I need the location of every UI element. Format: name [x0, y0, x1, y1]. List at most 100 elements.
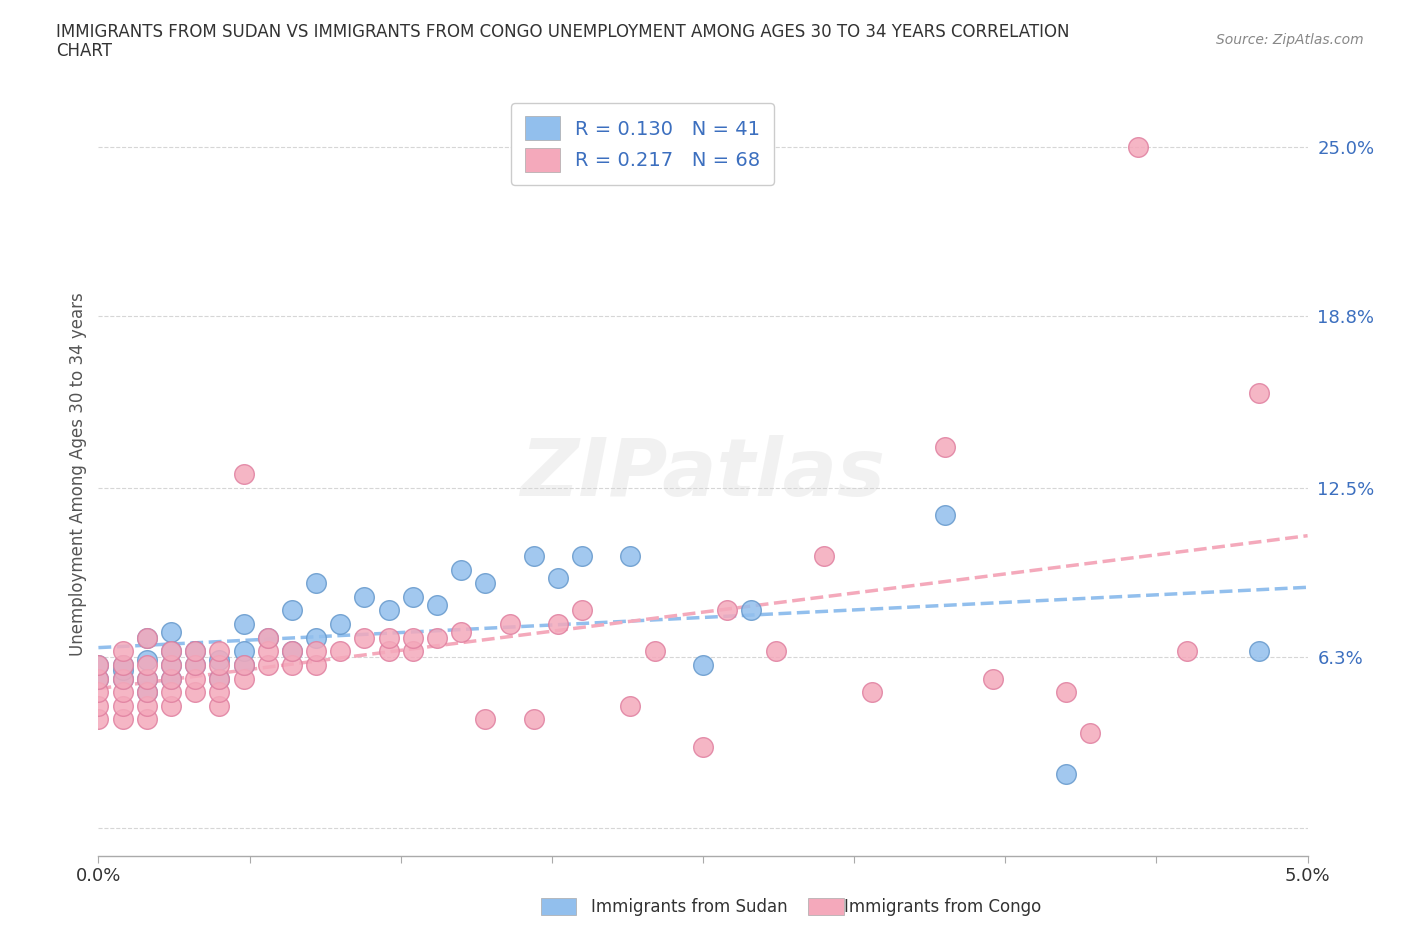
Point — [1249, 385, 1271, 400]
Point — [474, 712, 496, 727]
Point — [135, 671, 157, 686]
Point — [281, 644, 304, 658]
Point — [402, 631, 425, 645]
Point — [305, 658, 328, 672]
Point — [740, 603, 762, 618]
Point — [1128, 140, 1150, 155]
Point — [716, 603, 738, 618]
Point — [111, 671, 134, 686]
Point — [474, 576, 496, 591]
Text: Immigrants from Congo: Immigrants from Congo — [844, 897, 1040, 916]
Point — [208, 671, 231, 686]
Point — [813, 549, 835, 564]
Point — [160, 684, 183, 699]
Point — [402, 590, 425, 604]
Point — [547, 570, 569, 585]
Point — [523, 712, 546, 727]
Point — [402, 644, 425, 658]
Point — [305, 644, 328, 658]
Point — [353, 590, 375, 604]
Point — [377, 631, 399, 645]
Point — [571, 549, 593, 564]
Point — [571, 603, 593, 618]
Point — [256, 631, 278, 645]
Point — [619, 698, 641, 713]
Point — [111, 698, 134, 713]
Point — [135, 684, 157, 699]
Point — [1249, 644, 1271, 658]
Point — [281, 644, 304, 658]
Point — [208, 698, 231, 713]
Point — [256, 658, 278, 672]
Point — [523, 549, 546, 564]
Point — [353, 631, 375, 645]
Text: IMMIGRANTS FROM SUDAN VS IMMIGRANTS FROM CONGO UNEMPLOYMENT AMONG AGES 30 TO 34 : IMMIGRANTS FROM SUDAN VS IMMIGRANTS FROM… — [56, 23, 1070, 41]
Point — [111, 658, 134, 672]
Point — [692, 658, 714, 672]
Point — [135, 698, 157, 713]
Point — [135, 652, 157, 667]
Point — [232, 671, 254, 686]
Text: ZIPatlas: ZIPatlas — [520, 435, 886, 513]
Point — [305, 631, 328, 645]
Point — [160, 644, 183, 658]
Point — [450, 562, 472, 577]
Legend: R = 0.130   N = 41, R = 0.217   N = 68: R = 0.130 N = 41, R = 0.217 N = 68 — [512, 102, 773, 185]
Point — [135, 684, 157, 699]
Point — [184, 644, 207, 658]
Point — [184, 658, 207, 672]
Point — [281, 658, 304, 672]
Point — [160, 671, 183, 686]
Point — [644, 644, 666, 658]
Point — [692, 739, 714, 754]
Point — [135, 671, 157, 686]
Y-axis label: Unemployment Among Ages 30 to 34 years: Unemployment Among Ages 30 to 34 years — [69, 292, 87, 657]
Point — [135, 658, 157, 672]
Point — [160, 658, 183, 672]
Point — [184, 658, 207, 672]
Point — [547, 617, 569, 631]
Point — [232, 617, 254, 631]
Text: Source: ZipAtlas.com: Source: ZipAtlas.com — [1216, 33, 1364, 46]
Text: CHART: CHART — [56, 42, 112, 60]
Point — [498, 617, 520, 631]
Point — [208, 684, 231, 699]
Point — [232, 644, 254, 658]
Point — [87, 698, 110, 713]
Point — [256, 644, 278, 658]
Point — [135, 712, 157, 727]
Point — [111, 663, 134, 678]
Point — [87, 712, 110, 727]
Point — [135, 631, 157, 645]
Point — [329, 617, 352, 631]
Point — [111, 644, 134, 658]
Point — [232, 658, 254, 672]
Point — [208, 658, 231, 672]
Point — [160, 658, 183, 672]
Point — [208, 644, 231, 658]
Point — [208, 671, 231, 686]
Point — [160, 625, 183, 640]
Point — [1078, 725, 1101, 740]
Point — [305, 576, 328, 591]
Point — [87, 658, 110, 672]
Point — [160, 698, 183, 713]
Point — [184, 684, 207, 699]
Point — [377, 603, 399, 618]
Point — [160, 644, 183, 658]
Point — [981, 671, 1004, 686]
Point — [860, 684, 883, 699]
Point — [135, 631, 157, 645]
Point — [184, 644, 207, 658]
Point — [184, 671, 207, 686]
Point — [232, 658, 254, 672]
Point — [329, 644, 352, 658]
Point — [281, 603, 304, 618]
Point — [1054, 766, 1077, 781]
Point — [934, 508, 956, 523]
Point — [1054, 684, 1077, 699]
Point — [426, 631, 449, 645]
Point — [111, 712, 134, 727]
Point — [87, 671, 110, 686]
Point — [160, 671, 183, 686]
